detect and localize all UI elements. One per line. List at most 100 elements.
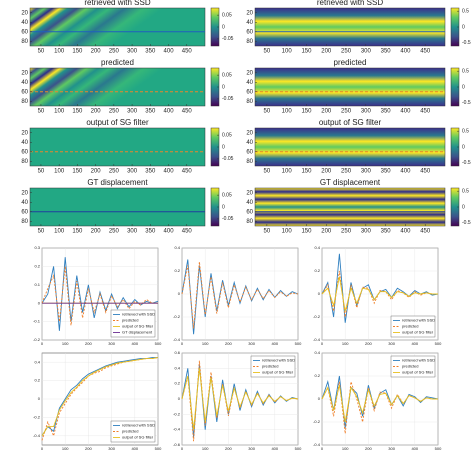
x-tick-label: 300 xyxy=(361,229,372,235)
x-tick-label: 150 xyxy=(301,229,312,235)
y-tick-label: 40 xyxy=(21,200,28,206)
x-tick-label: 350 xyxy=(145,229,156,235)
x-tick-label: 400 xyxy=(164,229,175,235)
x-tick-label: 200 xyxy=(85,341,92,346)
y-tick-label: 0.2 xyxy=(314,373,320,378)
x-tick-label: 300 xyxy=(108,446,115,451)
y-tick-label: 80 xyxy=(21,159,28,165)
x-tick-label: 450 xyxy=(182,49,193,55)
y-tick-label: -0.2 xyxy=(33,337,41,342)
x-tick-label: 250 xyxy=(109,109,120,115)
y-tick-label: 0.2 xyxy=(174,268,180,273)
legend-label: GT displacement xyxy=(122,330,153,335)
x-tick-label: 500 xyxy=(435,341,442,346)
x-tick-label: 200 xyxy=(91,49,102,55)
colorbar-tick-label: 0 xyxy=(222,84,225,90)
x-tick-label: 350 xyxy=(381,49,392,55)
x-tick-label: 200 xyxy=(85,446,92,451)
colorbar-tick-label: -0.05 xyxy=(222,216,234,222)
y-tick-label: 0.2 xyxy=(314,268,320,273)
legend-box xyxy=(390,355,436,378)
x-tick-label: 300 xyxy=(248,341,255,346)
legend-box xyxy=(110,420,156,443)
x-tick-label: 400 xyxy=(271,341,278,346)
y-tick-label: 0.2 xyxy=(34,378,40,383)
colorbar-tick-label: 0 xyxy=(462,204,465,210)
colorbar-tick-label: 0.05 xyxy=(222,72,232,78)
y-tick-label: 60 xyxy=(21,149,28,155)
colorbar-tick-label: 0.05 xyxy=(222,12,232,18)
x-tick-label: 50 xyxy=(38,49,45,55)
x-tick-label: 150 xyxy=(72,169,83,175)
x-tick-label: 400 xyxy=(400,109,411,115)
colorbar-tick-label: 0.5 xyxy=(462,8,469,14)
y-tick-label: 0.6 xyxy=(174,350,180,355)
y-tick-label: -0.4 xyxy=(33,433,41,438)
x-tick-label: 450 xyxy=(182,229,193,235)
y-tick-label: 0 xyxy=(318,396,321,401)
x-tick-label: 450 xyxy=(182,109,193,115)
heatmap-image xyxy=(254,127,446,167)
y-tick-label: 0 xyxy=(178,396,181,401)
y-tick-label: -0.2 xyxy=(173,314,181,319)
y-tick-label: 60 xyxy=(21,209,28,215)
y-tick-label: 80 xyxy=(246,219,253,225)
x-tick-label: 100 xyxy=(54,169,65,175)
colorbar-tick-label: 0 xyxy=(462,84,465,90)
colorbar-tick-label: 0.5 xyxy=(462,188,469,194)
x-tick-label: 400 xyxy=(164,49,175,55)
x-tick-label: 200 xyxy=(365,341,372,346)
y-tick-label: -0.4 xyxy=(313,442,321,447)
y-tick-label: 20 xyxy=(21,70,28,76)
x-tick-label: 100 xyxy=(342,341,349,346)
y-tick-label: 0.3 xyxy=(34,245,40,250)
x-tick-label: 300 xyxy=(388,341,395,346)
x-tick-label: 150 xyxy=(72,229,83,235)
x-tick-label: 250 xyxy=(341,229,352,235)
x-tick-label: 200 xyxy=(321,49,332,55)
y-tick-label: 40 xyxy=(246,80,253,86)
x-tick-label: 500 xyxy=(155,446,162,451)
legend-label: output of SG filter xyxy=(402,330,434,335)
y-tick-label: 60 xyxy=(246,149,253,155)
colorbar-tick-label: 0 xyxy=(462,144,465,150)
y-tick-label: 40 xyxy=(21,80,28,86)
heatmap-image xyxy=(29,187,206,227)
y-tick-label: 0 xyxy=(318,291,321,296)
x-tick-label: 0 xyxy=(41,341,44,346)
legend-label: predicted xyxy=(122,429,138,434)
y-tick-label: 80 xyxy=(21,219,28,225)
y-tick-label: 80 xyxy=(21,39,28,45)
y-tick-label: 0.2 xyxy=(174,381,180,386)
x-tick-label: 50 xyxy=(264,49,271,55)
colorbar-tick-label: 0.05 xyxy=(222,132,232,138)
x-tick-label: 350 xyxy=(381,169,392,175)
y-tick-label: 0.4 xyxy=(174,245,180,250)
colorbar-tick-label: -0.5 xyxy=(462,220,471,226)
panel-title: GT displacement xyxy=(320,178,381,187)
x-tick-label: 400 xyxy=(131,446,138,451)
y-tick-label: 40 xyxy=(246,140,253,146)
x-tick-label: 350 xyxy=(381,229,392,235)
x-tick-label: 200 xyxy=(225,446,232,451)
colorbar-tick-label: 0.5 xyxy=(462,68,469,74)
x-tick-label: 400 xyxy=(164,109,175,115)
x-tick-label: 100 xyxy=(282,49,293,55)
x-tick-label: 350 xyxy=(145,109,156,115)
series-line xyxy=(41,357,158,437)
colorbar-tick-label: -0.05 xyxy=(222,156,234,162)
y-tick-label: 0.4 xyxy=(174,365,180,370)
y-tick-label: 80 xyxy=(246,39,253,45)
x-tick-label: 100 xyxy=(342,446,349,451)
x-tick-label: 500 xyxy=(295,341,302,346)
x-tick-label: 450 xyxy=(420,169,431,175)
x-tick-label: 250 xyxy=(341,109,352,115)
y-tick-label: -0.4 xyxy=(313,337,321,342)
heatmap-image xyxy=(29,127,206,167)
y-tick-label: 0 xyxy=(38,396,41,401)
x-tick-label: 300 xyxy=(248,446,255,451)
legend-label: predicted xyxy=(402,324,418,329)
legend-label: retrieved with SSD xyxy=(262,358,295,363)
x-tick-label: 0 xyxy=(181,446,184,451)
x-tick-label: 150 xyxy=(301,49,312,55)
